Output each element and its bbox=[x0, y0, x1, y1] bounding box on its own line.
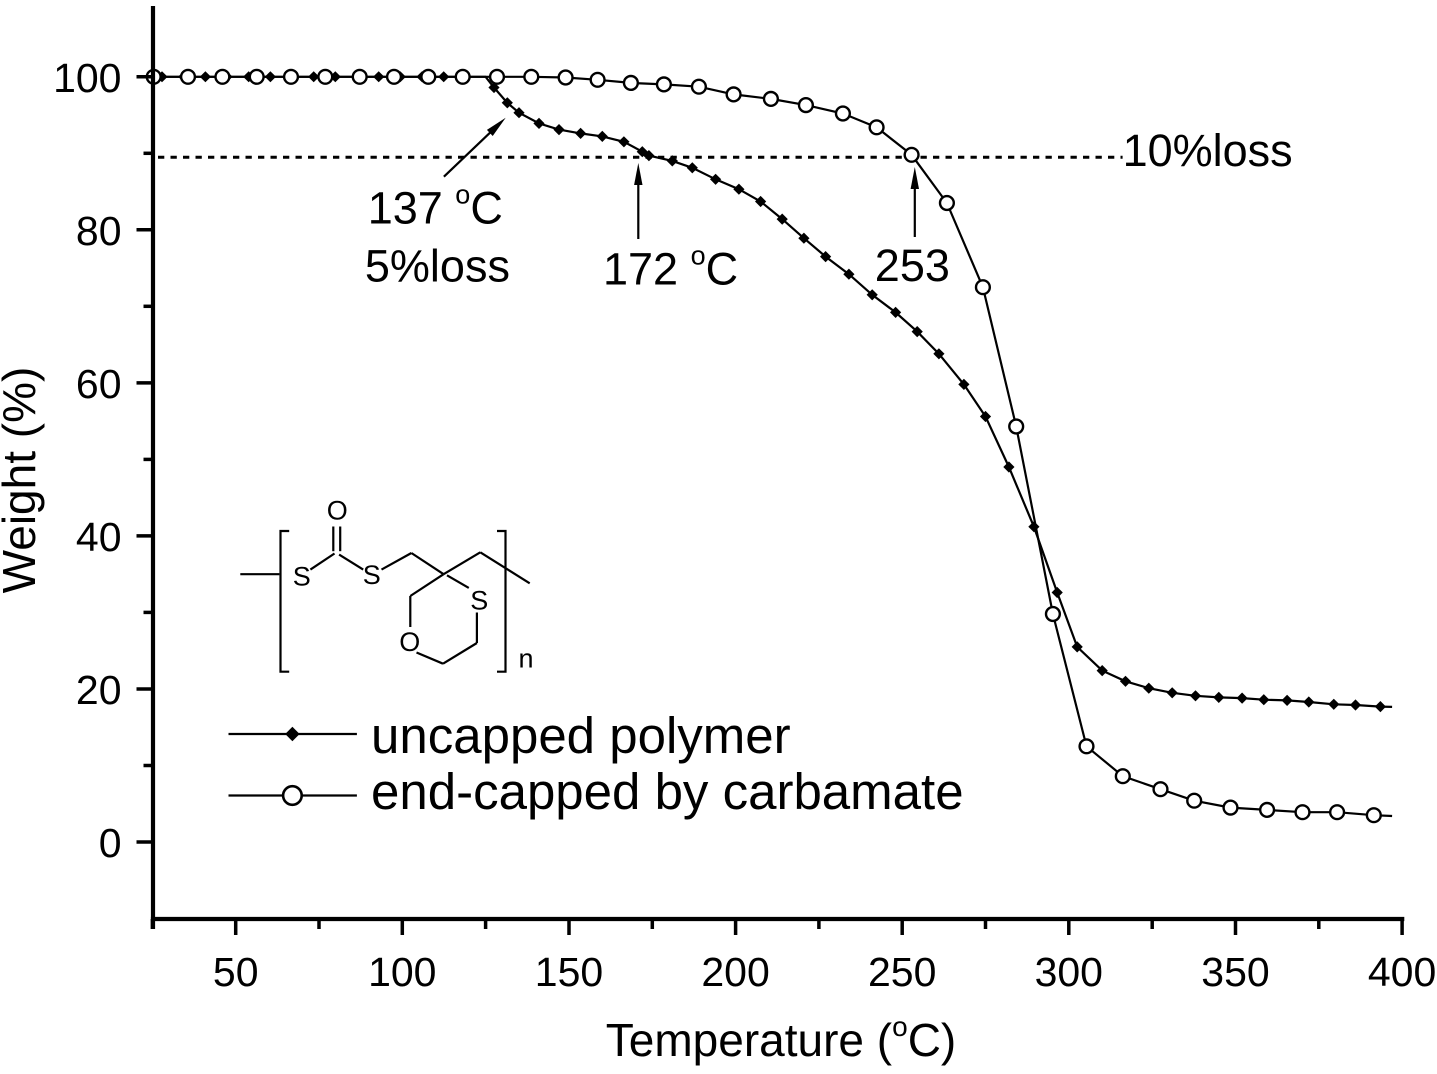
svg-text:100: 100 bbox=[368, 949, 436, 995]
svg-text:250: 250 bbox=[868, 949, 936, 995]
svg-text:20: 20 bbox=[76, 667, 122, 713]
svg-text:100: 100 bbox=[53, 55, 121, 101]
svg-text:S: S bbox=[293, 561, 311, 591]
svg-text:40: 40 bbox=[76, 514, 122, 560]
svg-text:50: 50 bbox=[213, 949, 259, 995]
svg-text:S: S bbox=[470, 585, 488, 615]
svg-text:350: 350 bbox=[1201, 949, 1269, 995]
svg-text:end-capped by carbamate: end-capped by carbamate bbox=[371, 763, 964, 820]
svg-text:Weight (%): Weight (%) bbox=[0, 367, 45, 594]
svg-text:O: O bbox=[327, 495, 348, 525]
svg-text:253: 253 bbox=[875, 240, 950, 291]
svg-text:O: O bbox=[399, 627, 420, 657]
svg-text:60: 60 bbox=[76, 361, 122, 407]
svg-text:400: 400 bbox=[1368, 949, 1436, 995]
svg-text:0: 0 bbox=[99, 820, 122, 866]
svg-text:10%loss: 10%loss bbox=[1123, 125, 1293, 176]
svg-text:200: 200 bbox=[701, 949, 769, 995]
svg-text:n: n bbox=[518, 644, 533, 674]
svg-text:172 oC: 172 oC bbox=[603, 240, 738, 294]
svg-text:300: 300 bbox=[1035, 949, 1103, 995]
svg-text:150: 150 bbox=[535, 949, 603, 995]
svg-text:137 oC: 137 oC bbox=[368, 180, 503, 234]
svg-text:S: S bbox=[363, 560, 381, 590]
svg-text:uncapped polymer: uncapped polymer bbox=[371, 707, 791, 764]
svg-text:80: 80 bbox=[76, 208, 122, 254]
svg-text:5%loss: 5%loss bbox=[365, 241, 510, 292]
